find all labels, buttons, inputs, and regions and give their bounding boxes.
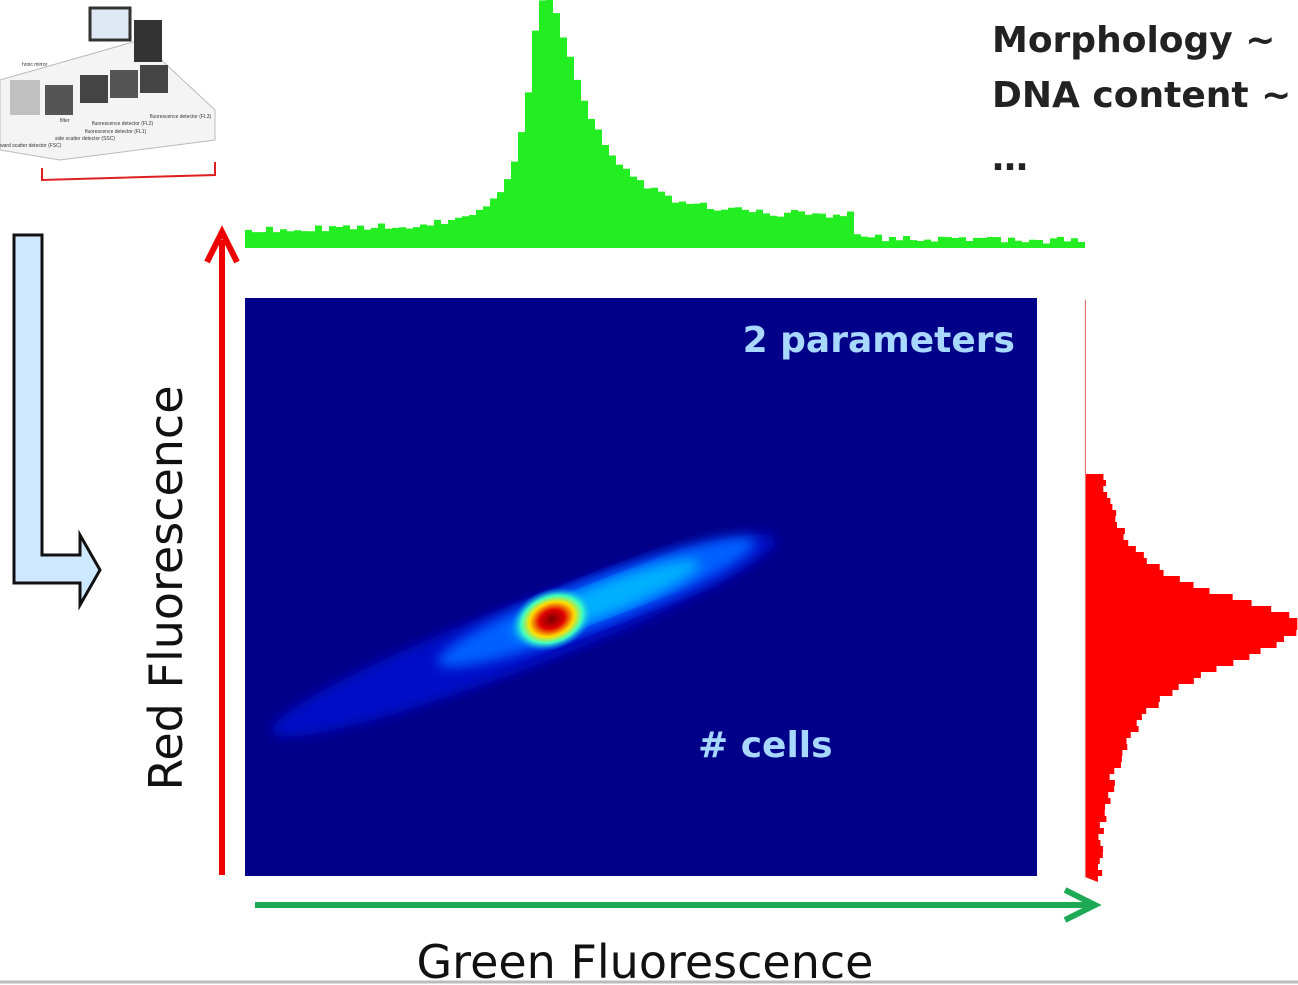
y-axis-label: Red Fluorescence — [139, 385, 193, 790]
instrument-label: fluorescence detector (FL2) — [92, 121, 153, 127]
instrument-label: filter — [60, 118, 70, 124]
instrument-label: fluorescence detector (FL3) — [150, 114, 211, 120]
flow-arrow — [12, 233, 102, 611]
plot-title: 2 parameters — [743, 320, 1015, 361]
x-axis-label: Green Fluorescence — [417, 935, 874, 985]
y-axis-arrowhead — [204, 225, 240, 264]
instrument-sketch: hroic mirror filter fluorescence detecto… — [0, 6, 216, 182]
instrument-label: fluorescence detector (FL1) — [85, 129, 146, 135]
instrument-label: hroic mirror — [22, 62, 48, 68]
header-line: Morphology ~ — [992, 20, 1275, 61]
header-line: DNA content ~ — [992, 75, 1291, 116]
density-blob — [271, 534, 777, 737]
instrument-label: ward scatter detector (FSC) — [0, 143, 62, 149]
count-label: # cells — [698, 725, 833, 766]
green-histogram — [245, 0, 1085, 248]
header-line: … — [992, 138, 1028, 179]
red-histogram — [1085, 300, 1298, 882]
instrument-label: side scatter detector (SSC) — [55, 136, 115, 142]
x-axis-arrowhead — [1063, 887, 1102, 923]
